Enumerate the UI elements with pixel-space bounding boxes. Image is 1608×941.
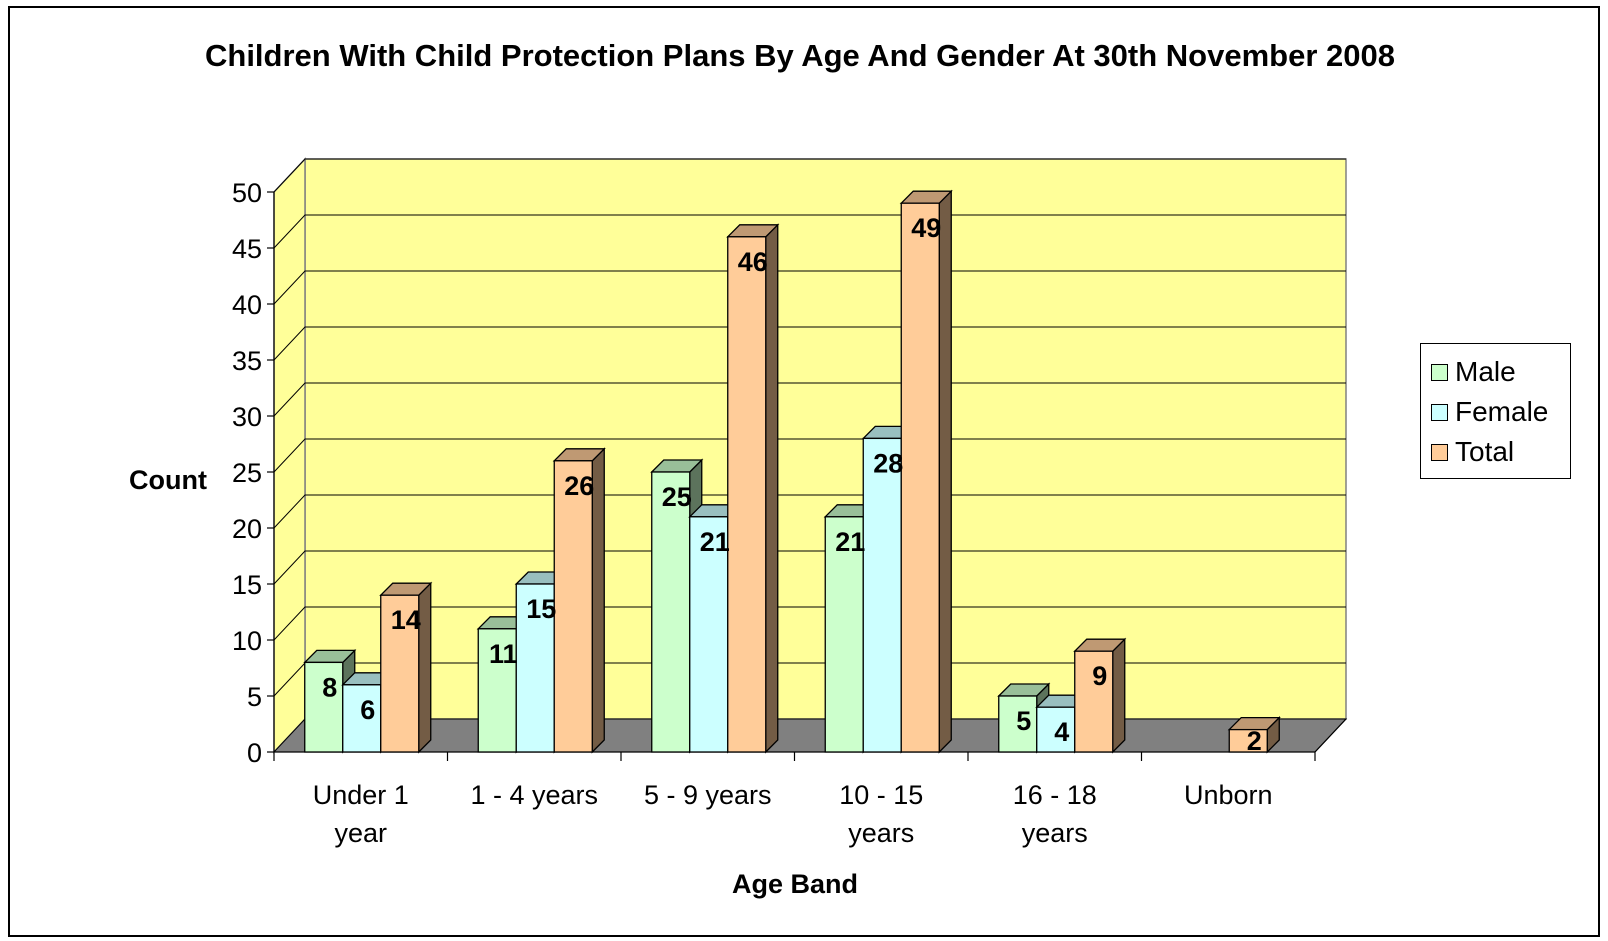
gridline-25 [273, 438, 1346, 473]
gridline-45 [273, 214, 1346, 249]
plot-floor [272, 718, 1348, 753]
data-label-total-unborn: 2 [1247, 726, 1262, 756]
y-tick-label-30: 30 [232, 402, 262, 432]
y-tick-label-45: 45 [232, 234, 262, 264]
data-label-male-under-1-year: 8 [322, 672, 337, 702]
bar-side-total-10-15-years [938, 189, 952, 754]
y-axis-title: Count [129, 465, 207, 495]
bar-total-10-15-years [899, 189, 953, 754]
y-tick-label-10: 10 [232, 626, 262, 656]
legend-swatch-male [1431, 363, 1448, 381]
x-tick-label-5-9-years: 5 - 9 years [644, 780, 772, 810]
y-tick-label-50: 50 [232, 178, 262, 208]
gridline-30 [273, 382, 1346, 417]
data-label-total-16-18-years: 9 [1092, 661, 1107, 691]
x-tick-label-16-18-years-line-1: 16 - 18 [1013, 780, 1097, 810]
bar-front-female-1-4-years [515, 583, 555, 753]
data-label-male-5-9-years: 25 [662, 482, 692, 512]
bar-side-total-5-9-years [765, 223, 779, 754]
y-tick-label-25: 25 [232, 458, 262, 488]
bar-front-total-under-1-year [380, 594, 420, 753]
x-axis-depth-edge [1314, 718, 1347, 753]
y-tick-label-40: 40 [232, 290, 262, 320]
gridline-35 [273, 326, 1346, 361]
x-tick-label-16-18-years-line-2: years [1022, 818, 1088, 848]
legend-label-total: Total [1455, 436, 1515, 467]
gridline-50 [273, 158, 1346, 193]
legend-item-female: Female [1431, 396, 1549, 427]
data-label-female-16-18-years: 4 [1054, 717, 1069, 747]
x-tick-label-10-15-years-line-1: 10 - 15 [839, 780, 923, 810]
data-label-female-10-15-years: 28 [873, 448, 903, 478]
x-axis-title: Age Band [732, 869, 858, 899]
data-label-male-10-15-years: 21 [835, 527, 865, 557]
data-label-total-1-4-years: 26 [564, 471, 594, 501]
bar-front-female-16-18-years [1036, 706, 1076, 753]
y-tick-label-20: 20 [232, 514, 262, 544]
bar-front-total-5-9-years [727, 236, 767, 753]
y-tick-label-5: 5 [247, 682, 262, 712]
y-tick-label-15: 15 [232, 570, 262, 600]
bar-total-under-1-year [379, 581, 433, 754]
bar-front-total-16-18-years [1074, 650, 1114, 753]
x-tick-label-under-1-year-line-1: Under 1 [313, 780, 409, 810]
gridline-20 [273, 494, 1346, 529]
x-tick-label-under-1-year-line-2: year [334, 818, 387, 848]
bar-side-total-16-18-years [1112, 637, 1126, 754]
legend-item-total: Total [1431, 436, 1515, 467]
legend-swatch-female [1431, 403, 1448, 421]
y-tick-label-35: 35 [232, 346, 262, 376]
chart-title: Children With Child Protection Plans By … [205, 38, 1395, 73]
bar-total-16-18-years [1073, 637, 1127, 754]
bars [303, 189, 1281, 754]
bar-front-male-5-9-years [651, 471, 691, 753]
legend-swatch-total [1431, 443, 1448, 461]
data-label-male-1-4-years: 11 [489, 639, 518, 669]
y-tick-label-0: 0 [247, 738, 262, 768]
data-label-total-10-15-years: 49 [911, 213, 941, 243]
data-label-total-5-9-years: 46 [738, 247, 768, 277]
x-tick-label-1-4-years: 1 - 4 years [470, 780, 598, 810]
bar-front-female-under-1-year [342, 684, 382, 753]
bar-total-5-9-years [726, 223, 780, 754]
bar-front-female-10-15-years [862, 437, 902, 753]
data-label-female-1-4-years: 15 [526, 594, 556, 624]
legend-item-male: Male [1431, 356, 1516, 387]
bar-female-10-15-years [861, 424, 915, 754]
data-label-female-under-1-year: 6 [360, 695, 375, 725]
legend: Male Female Total [1420, 343, 1571, 479]
data-label-female-5-9-years: 21 [700, 527, 730, 557]
bar-front-total-1-4-years [553, 460, 593, 753]
bar-front-male-1-4-years [477, 628, 517, 753]
bar-total-unborn [1227, 716, 1281, 754]
bar-front-total-unborn [1228, 728, 1268, 753]
gridline-10 [273, 606, 1346, 641]
legend-label-female: Female [1455, 396, 1549, 427]
x-tick-label-10-15-years-line-2: years [848, 818, 914, 848]
data-label-total-under-1-year: 14 [391, 605, 421, 635]
gridline-15 [273, 550, 1346, 585]
x-tick-label-unborn: Unborn [1184, 780, 1273, 810]
gridlines [273, 158, 1346, 697]
bar-front-total-10-15-years [900, 202, 940, 753]
legend-label-male: Male [1455, 356, 1516, 387]
bar-total-1-4-years [552, 447, 606, 754]
data-label-male-16-18-years: 5 [1016, 706, 1031, 736]
gridline-40 [273, 270, 1346, 305]
bar-front-male-under-1-year [304, 661, 344, 753]
